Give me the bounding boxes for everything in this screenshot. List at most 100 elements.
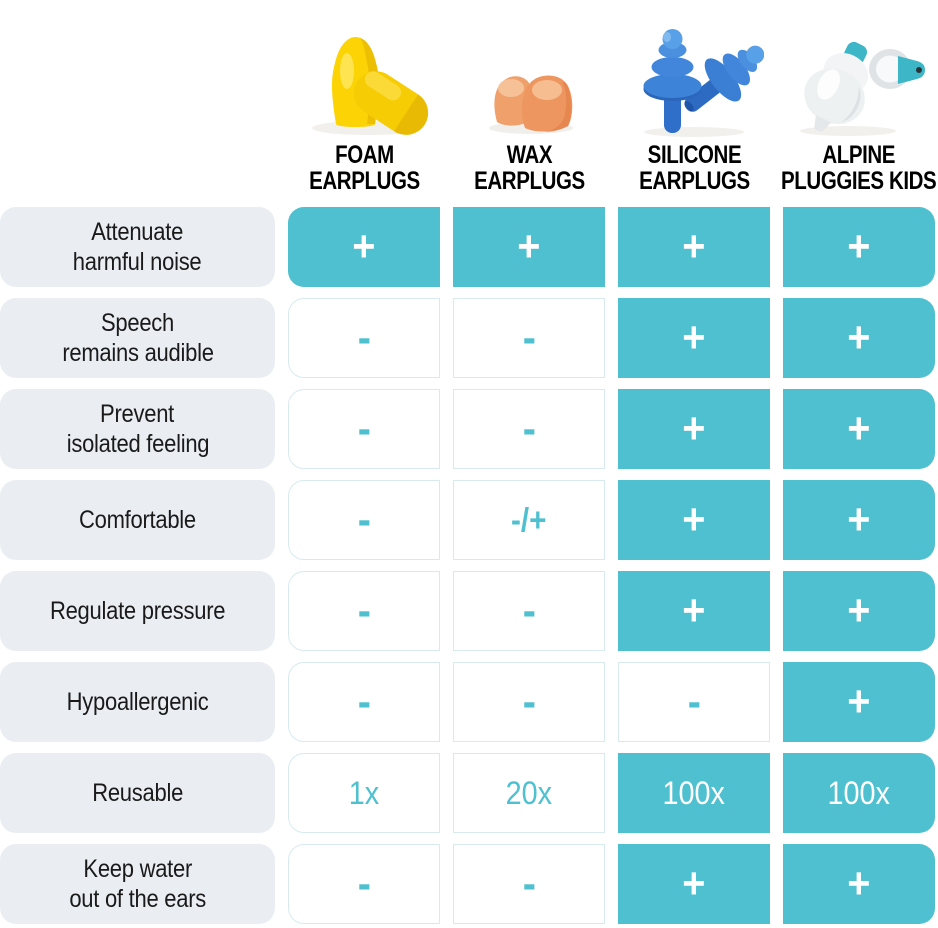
cell-value: +	[682, 222, 706, 271]
header-spacer	[0, 0, 275, 196]
cell-value: -	[522, 586, 536, 635]
wax-earplugs-image	[469, 18, 589, 138]
feature-label-comfortable: Comfortable	[0, 480, 275, 560]
column-title: ALPINE PLUGGIES KIDS	[781, 142, 937, 194]
cell-value: -	[522, 313, 536, 362]
table-cell: -	[453, 389, 605, 469]
table-cell: -	[288, 571, 440, 651]
table-cell: +	[783, 480, 935, 560]
cell-value: -	[357, 404, 371, 453]
cell-value: +	[847, 859, 871, 908]
table-cell: 20x	[453, 753, 605, 833]
table-cell: +	[618, 844, 770, 924]
cell-value: -	[522, 859, 536, 908]
cell-value: -/+	[511, 501, 547, 538]
table-cell: +	[618, 389, 770, 469]
column-title: FOAM EARPLUGS	[309, 142, 420, 194]
feature-label-line1: Comfortable	[79, 506, 196, 534]
cell-value: +	[847, 404, 871, 453]
table-cell: -	[288, 298, 440, 378]
column-title-line2: EARPLUGS	[308, 167, 420, 195]
table-cell: -	[288, 662, 440, 742]
column-title-line1: SILICONE	[647, 141, 741, 169]
cell-value: -	[522, 677, 536, 726]
cell-value: -	[357, 586, 371, 635]
silicone-earplugs-image	[624, 18, 764, 138]
cell-value: +	[682, 313, 706, 362]
feature-label-line1: Speech	[100, 309, 175, 337]
table-cell: +	[618, 480, 770, 560]
cell-value: -	[522, 404, 536, 453]
table-cell: +	[453, 207, 605, 287]
table-cell: +	[618, 571, 770, 651]
cell-value: +	[847, 222, 871, 271]
table-cell: -	[453, 298, 605, 378]
table-cell: +	[783, 844, 935, 924]
cell-value: +	[682, 495, 706, 544]
cell-value: +	[682, 404, 706, 453]
table-cell: +	[783, 662, 935, 742]
cell-value: +	[847, 313, 871, 362]
table-cell: 100x	[618, 753, 770, 833]
cell-value: -	[357, 859, 371, 908]
table-cell: -	[288, 480, 440, 560]
table-cell: -/+	[453, 480, 605, 560]
cell-value: +	[682, 586, 706, 635]
feature-label-line1: Hypoallergenic	[66, 688, 209, 716]
table-cell: -	[453, 844, 605, 924]
column-header-foam: FOAM EARPLUGS	[288, 0, 440, 196]
cell-value: 100x	[827, 774, 891, 811]
back-plug	[868, 49, 925, 89]
feature-label-regulate-pressure: Regulate pressure	[0, 571, 275, 651]
table-cell: +	[618, 298, 770, 378]
cell-value: -	[687, 677, 701, 726]
cell-value: +	[847, 495, 871, 544]
table-cell: +	[783, 298, 935, 378]
table-cell: -	[288, 844, 440, 924]
cell-value: 20x	[505, 774, 553, 811]
cell-value: +	[682, 859, 706, 908]
table-cell: +	[783, 389, 935, 469]
cell-value: +	[517, 222, 541, 271]
cell-value: 100x	[662, 774, 726, 811]
column-title-line2: EARPLUGS	[473, 167, 585, 195]
column-title-line1: FOAM	[334, 141, 394, 169]
feature-label-line1: Prevent	[100, 400, 175, 428]
feature-label-line2: isolated feeling	[66, 430, 209, 458]
table-cell: -	[618, 662, 770, 742]
column-header-silicone: SILICONE EARPLUGS	[618, 0, 770, 196]
column-title: WAX EARPLUGS	[474, 142, 585, 194]
feature-label-keep-water-out: Keep water out of the ears	[0, 844, 275, 924]
feature-label-attenuate-harmful-noise: Attenuate harmful noise	[0, 207, 275, 287]
column-header-wax: WAX EARPLUGS	[453, 0, 605, 196]
table-cell: -	[453, 662, 605, 742]
feature-label-line1: Attenuate	[91, 218, 184, 246]
cell-value: -	[357, 495, 371, 544]
feature-label-reusable: Reusable	[0, 753, 275, 833]
cell-value: +	[847, 677, 871, 726]
cell-value: +	[352, 222, 376, 271]
cell-value: -	[357, 313, 371, 362]
front-plug	[803, 41, 868, 132]
feature-label-line1: Keep water	[83, 855, 192, 883]
table-cell: +	[783, 571, 935, 651]
table-cell: 1x	[288, 753, 440, 833]
feature-label-prevent-isolated-feeling: Prevent isolated feeling	[0, 389, 275, 469]
feature-label-line1: Reusable	[92, 779, 183, 807]
table-cell: -	[453, 571, 605, 651]
column-title-line2: EARPLUGS	[638, 167, 750, 195]
table-cell: +	[783, 207, 935, 287]
table-cell: 100x	[783, 753, 935, 833]
column-title: SILICONE EARPLUGS	[639, 142, 750, 194]
feature-label-speech-remains-audible: Speech remains audible	[0, 298, 275, 378]
feature-label-line2: harmful noise	[73, 248, 202, 276]
cell-value: +	[847, 586, 871, 635]
feature-label-line2: remains audible	[61, 339, 214, 367]
cell-value: 1x	[348, 774, 380, 811]
table-cell: +	[618, 207, 770, 287]
table-cell: -	[288, 389, 440, 469]
column-title-line1: WAX	[506, 141, 552, 169]
feature-label-hypoallergenic: Hypoallergenic	[0, 662, 275, 742]
column-header-alpine: ALPINE PLUGGIES KIDS	[781, 0, 937, 196]
